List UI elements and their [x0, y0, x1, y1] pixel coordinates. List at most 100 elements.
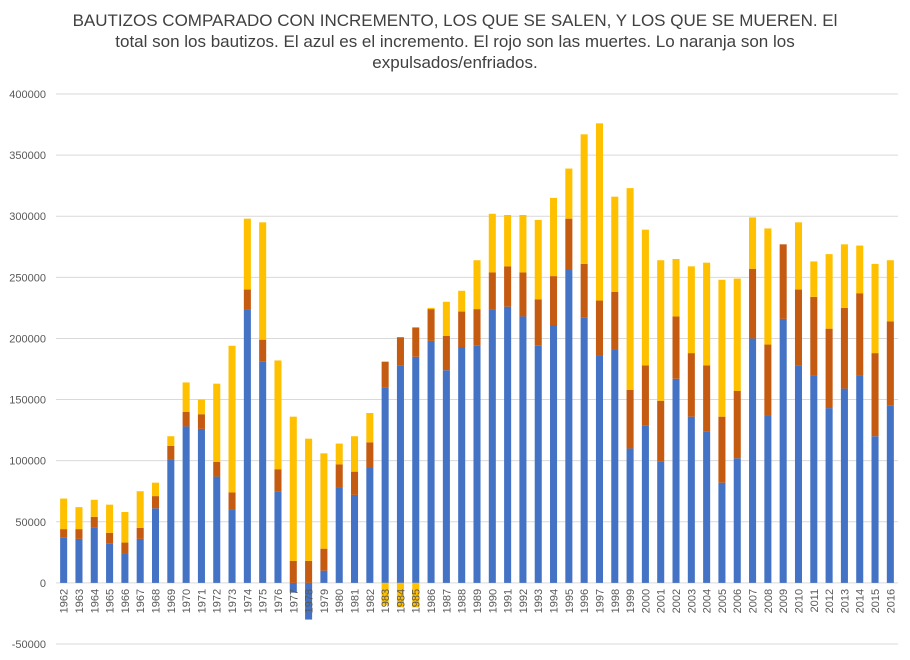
- bar-segment-muertes: [412, 327, 420, 357]
- bar-segment-muertes: [825, 328, 833, 409]
- bar-segment-muertes: [810, 296, 818, 376]
- bar-segment-muertes: [136, 527, 144, 539]
- bar-segment-incremento: [243, 309, 251, 583]
- bar-segment-incremento: [519, 316, 527, 583]
- x-tick-label: 2008: [763, 589, 775, 613]
- x-tick-label: 1991: [503, 589, 515, 613]
- bar-segment-expulsados: [351, 436, 359, 472]
- bar-segment-expulsados: [458, 290, 466, 312]
- x-tick-label: 1997: [594, 589, 606, 613]
- y-tick-label: 0: [40, 578, 46, 590]
- bar-segment-expulsados: [794, 222, 803, 290]
- bar-segment-expulsados: [289, 416, 297, 561]
- bar-segment-muertes: [396, 337, 404, 366]
- x-tick-label: 1977: [288, 589, 300, 613]
- y-tick-label: 100000: [9, 456, 46, 468]
- x-tick-label: 1988: [457, 589, 469, 613]
- bar-segment-incremento: [672, 378, 680, 583]
- x-tick-label: 1981: [350, 589, 362, 613]
- bar-segment-expulsados: [810, 261, 818, 297]
- y-tick-label: -50000: [12, 639, 46, 651]
- bar-segment-expulsados: [136, 491, 144, 528]
- bar-segment-muertes: [381, 361, 389, 388]
- x-tick-label: 2006: [732, 589, 744, 613]
- bar-segment-expulsados: [718, 279, 726, 417]
- bar-segment-incremento: [473, 345, 481, 583]
- bar-segment-muertes: [274, 469, 282, 492]
- bar-segment-expulsados: [320, 453, 328, 549]
- bar-segment-expulsados: [595, 123, 603, 301]
- bar-segment-incremento: [580, 317, 588, 583]
- bar-segment-muertes: [259, 339, 267, 362]
- x-tick-label: 1970: [181, 589, 193, 613]
- bar-segment-muertes: [595, 300, 603, 356]
- x-tick-label: 2012: [824, 589, 836, 613]
- bar-segment-muertes: [473, 309, 481, 346]
- bar-segment-incremento: [565, 270, 573, 583]
- bar-segment-expulsados: [856, 245, 864, 294]
- bar-segment-incremento: [75, 538, 83, 583]
- x-tick-label: 2007: [748, 589, 760, 613]
- x-tick-label: 1992: [518, 589, 530, 613]
- x-tick-label: 1966: [120, 589, 132, 613]
- bar-segment-incremento: [136, 538, 144, 583]
- bar-segment-muertes: [320, 548, 328, 571]
- bar-segment-incremento: [90, 527, 98, 583]
- bar-segment-expulsados: [657, 260, 665, 401]
- bar-segment-incremento: [289, 582, 297, 593]
- x-tick-label: 1982: [365, 589, 377, 613]
- bar-segment-muertes: [886, 321, 894, 406]
- bar-segment-expulsados: [396, 582, 404, 608]
- bar-segment-muertes: [550, 276, 558, 325]
- bar-segment-muertes: [151, 496, 160, 509]
- bar-segment-expulsados: [871, 263, 879, 354]
- bar-segment-muertes: [213, 461, 221, 477]
- x-tick-label: 1967: [135, 589, 147, 613]
- bar-segment-muertes: [335, 464, 343, 488]
- bar-segment-expulsados: [259, 222, 267, 340]
- bar-segment-muertes: [703, 365, 711, 432]
- bar-segment-expulsados: [703, 262, 711, 366]
- bar-segment-incremento: [871, 436, 879, 583]
- x-tick-label: 1962: [59, 589, 71, 613]
- bar-segment-incremento: [106, 543, 114, 583]
- bar-segment-expulsados: [580, 134, 588, 264]
- x-tick-label: 1975: [258, 589, 270, 613]
- bar-segment-expulsados: [197, 399, 205, 415]
- bar-segment-incremento: [213, 476, 221, 583]
- x-tick-label: 2014: [855, 589, 867, 613]
- bar-segment-expulsados: [534, 219, 542, 300]
- x-tick-label: 1979: [319, 589, 331, 613]
- bar-segment-muertes: [60, 529, 68, 538]
- bar-segment-incremento: [534, 345, 542, 583]
- bar-segment-expulsados: [305, 438, 313, 561]
- bar-segment-expulsados: [427, 307, 435, 310]
- bar-segment-incremento: [335, 487, 343, 583]
- x-tick-label: 1971: [196, 589, 208, 613]
- bar-segment-expulsados: [886, 260, 894, 322]
- x-tick-label: 1990: [487, 589, 499, 613]
- bar-segment-muertes: [366, 442, 374, 468]
- x-tick-label: 1984: [395, 589, 407, 613]
- x-tick-label: 1994: [549, 589, 561, 613]
- bar-segment-expulsados: [213, 383, 221, 462]
- bar-segment-muertes: [228, 492, 236, 510]
- bar-segment-incremento: [60, 537, 68, 583]
- bar-segment-muertes: [167, 446, 175, 460]
- bar-segment-expulsados: [274, 360, 282, 470]
- bar-segment-muertes: [749, 268, 757, 339]
- bar-segment-incremento: [197, 428, 205, 583]
- x-tick-label: 2002: [671, 589, 683, 613]
- bar-segment-muertes: [687, 353, 695, 417]
- bar-segment-muertes: [718, 416, 726, 483]
- bar-segment-incremento: [412, 356, 420, 583]
- bar-segment-muertes: [565, 218, 573, 270]
- bar-segment-expulsados: [626, 188, 634, 390]
- bar-segment-muertes: [871, 353, 879, 437]
- bar-segment-expulsados: [167, 436, 175, 446]
- x-tick-label: 2011: [809, 589, 821, 613]
- x-tick-label: 2010: [793, 589, 805, 613]
- x-tick-label: 2013: [839, 589, 851, 613]
- bar-segment-muertes: [75, 529, 83, 539]
- x-tick-label: 2016: [885, 589, 897, 613]
